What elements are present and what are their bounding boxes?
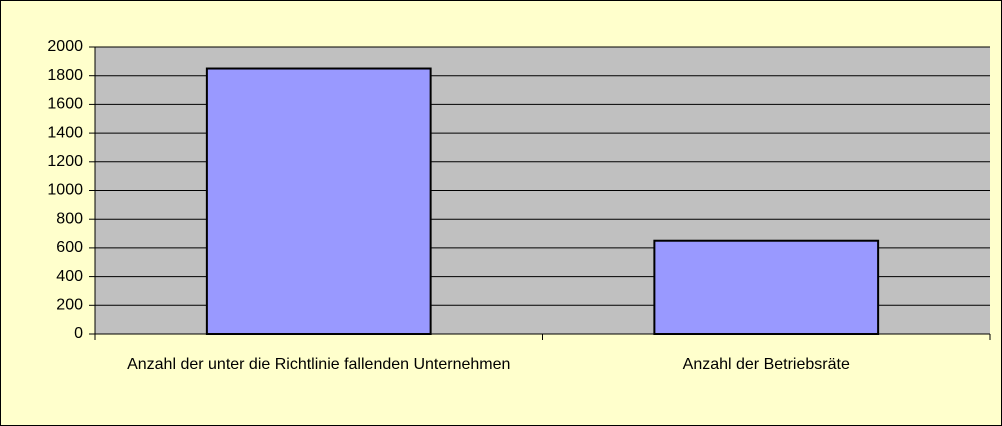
y-tick-label: 1600	[47, 96, 83, 113]
x-tick-label: Anzahl der Betriebsräte	[682, 356, 850, 373]
bar	[205, 67, 432, 336]
y-tick-label: 0	[74, 325, 83, 342]
y-tick-label: 1200	[47, 153, 83, 170]
y-tick-label: 1400	[47, 124, 83, 141]
y-tick-label: 1000	[47, 182, 83, 199]
bar	[653, 239, 880, 336]
y-tick-label: 600	[56, 239, 83, 256]
y-tick-label: 2000	[47, 38, 83, 55]
x-tick-label: Anzahl der unter die Richtlinie fallende…	[127, 356, 511, 373]
y-tick-label: 1800	[47, 67, 83, 84]
y-tick-label: 200	[56, 297, 83, 314]
y-tick-label: 800	[56, 210, 83, 227]
y-tick-label: 400	[56, 268, 83, 285]
